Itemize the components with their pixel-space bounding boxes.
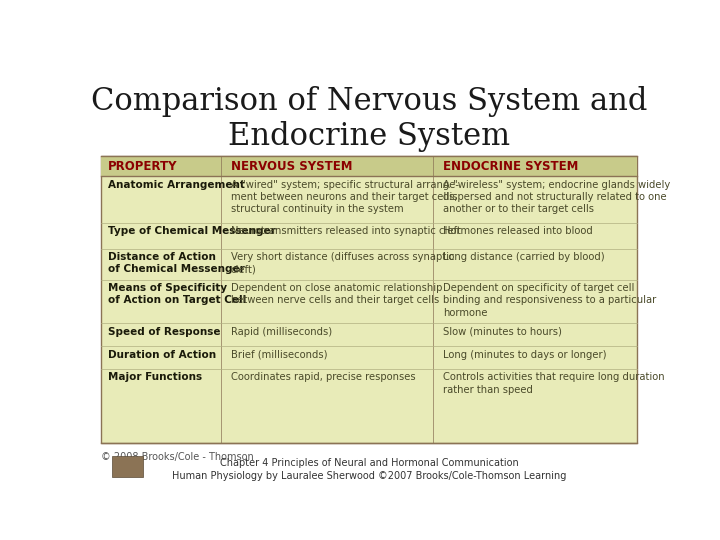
Text: Comparison of Nervous System and
Endocrine System: Comparison of Nervous System and Endocri…	[91, 85, 647, 152]
Text: Distance of Action
of Chemical Messenger: Distance of Action of Chemical Messenger	[108, 252, 245, 274]
Text: Hormones released into blood: Hormones released into blood	[443, 226, 593, 236]
Text: © 2008 Brooks/Cole - Thomson: © 2008 Brooks/Cole - Thomson	[101, 453, 254, 462]
Text: A "wireless" system; endocrine glands widely
dispersed and not structurally rela: A "wireless" system; endocrine glands wi…	[443, 180, 670, 214]
Text: Controls activities that require long duration
rather than speed: Controls activities that require long du…	[443, 373, 665, 395]
FancyBboxPatch shape	[101, 156, 637, 176]
Text: Major Functions: Major Functions	[108, 373, 202, 382]
Text: ENDOCRINE SYSTEM: ENDOCRINE SYSTEM	[443, 160, 578, 173]
Text: Type of Chemical Messenger: Type of Chemical Messenger	[108, 226, 276, 236]
Text: Duration of Action: Duration of Action	[108, 349, 216, 360]
Text: Coordinates rapid, precise responses: Coordinates rapid, precise responses	[230, 373, 415, 382]
Text: Neurotransmitters released into synaptic cleft: Neurotransmitters released into synaptic…	[230, 226, 461, 236]
Text: Rapid (milliseconds): Rapid (milliseconds)	[230, 327, 332, 337]
Text: Long (minutes to days or longer): Long (minutes to days or longer)	[443, 349, 606, 360]
Text: NERVOUS SYSTEM: NERVOUS SYSTEM	[230, 160, 352, 173]
Text: Means of Specificity
of Action on Target Cell: Means of Specificity of Action on Target…	[108, 283, 246, 306]
FancyBboxPatch shape	[112, 456, 143, 477]
FancyBboxPatch shape	[101, 156, 637, 443]
Text: Speed of Response: Speed of Response	[108, 327, 220, 337]
Text: Anatomic Arrangement: Anatomic Arrangement	[108, 180, 245, 190]
Text: Slow (minutes to hours): Slow (minutes to hours)	[443, 327, 562, 337]
Text: Long distance (carried by blood): Long distance (carried by blood)	[443, 252, 604, 262]
Text: Chapter 4 Principles of Neural and Hormonal Communication
Human Physiology by La: Chapter 4 Principles of Neural and Hormo…	[172, 458, 566, 481]
Text: PROPERTY: PROPERTY	[108, 160, 177, 173]
Text: Brief (milliseconds): Brief (milliseconds)	[230, 349, 327, 360]
Text: Very short distance (diffuses across synaptic
cleft): Very short distance (diffuses across syn…	[230, 252, 454, 274]
Text: Dependent on close anatomic relationship
between nerve cells and their target ce: Dependent on close anatomic relationship…	[230, 283, 442, 306]
Text: Dependent on specificity of target cell
binding and responsiveness to a particul: Dependent on specificity of target cell …	[443, 283, 656, 318]
Text: A "wired" system; specific structural arrange-
ment between neurons and their ta: A "wired" system; specific structural ar…	[230, 180, 459, 214]
